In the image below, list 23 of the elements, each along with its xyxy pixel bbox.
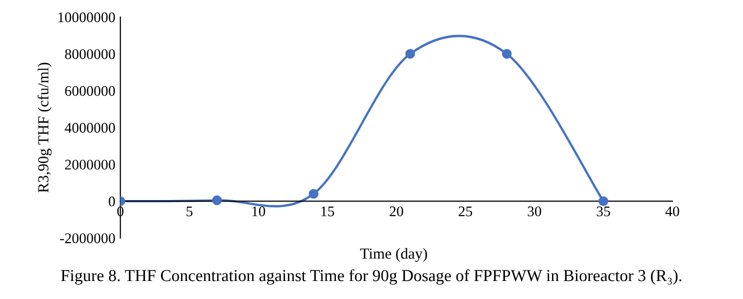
y-tick-label: -2000000 [60,233,115,244]
point [502,49,512,59]
x-tick-label: 5 [186,206,192,216]
x-tick-label: 25 [458,206,472,216]
y-axis-title: R3,90g THF (cfu/ml) [38,62,52,193]
x-tick-label: 35 [596,206,610,216]
y-tick-label: 4000000 [64,122,115,133]
y-tick-label: 2000000 [65,160,115,170]
point [598,196,608,206]
x-tick-label: 20 [390,206,404,216]
y-tick-label: 0 [108,196,115,206]
y-tick-label: 6000000 [65,86,115,96]
caption: Figure 8. THF Concentration against Time for 90g Dosage of FPFPWW in Bioreactor 3 (R₃). [61,269,682,285]
point [212,195,222,206]
x-tick-label: 15 [321,206,334,216]
y-tick-label: 10000000 [58,12,115,22]
x-axis-title: Time (day) [360,248,427,262]
x-tick-label: 10 [252,206,266,216]
point [405,49,416,59]
y-tick-label: 8000000 [65,49,115,60]
x-tick-label: 40 [665,206,680,216]
point [308,188,318,199]
x-tick-label: 30 [528,206,542,216]
